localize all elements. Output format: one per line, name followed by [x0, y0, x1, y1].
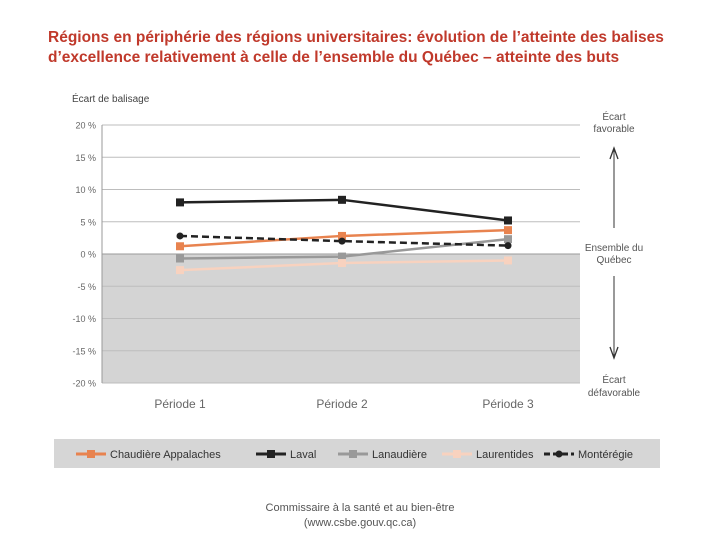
data-point	[504, 226, 512, 235]
y-tick-label: 5 %	[80, 217, 96, 227]
data-point	[338, 195, 346, 204]
annotation-favorable-line-1: Écart	[602, 110, 626, 123]
legend-label: Laurentides	[476, 449, 534, 461]
arrow-up-icon	[609, 146, 619, 160]
data-point	[176, 242, 184, 251]
annotation-quebec-line-1: Ensemble du	[585, 243, 643, 254]
arrow-down-icon	[609, 346, 619, 360]
data-point	[338, 252, 346, 261]
legend-label: Lanaudière	[372, 449, 427, 461]
annotation-favorable-line-2: favorable	[593, 124, 635, 135]
y-tick-label: -10 %	[72, 314, 96, 324]
legend-swatch-marker	[87, 450, 95, 458]
data-point	[504, 216, 512, 225]
y-tick-label: -15 %	[72, 346, 96, 356]
data-point	[338, 259, 346, 268]
data-point	[504, 242, 512, 250]
y-tick-label: 0 %	[80, 250, 96, 260]
data-point	[176, 198, 184, 207]
y-tick-label: 20 %	[75, 121, 96, 131]
footer-line-1: Commissaire à la santé et au bien-être	[265, 502, 455, 514]
data-point	[176, 254, 184, 263]
data-point	[504, 235, 512, 244]
data-point	[176, 232, 184, 240]
y-tick-label: 10 %	[75, 185, 96, 195]
legend-label: Chaudière Appalaches	[110, 449, 221, 461]
x-category-label: Période 1	[154, 397, 206, 411]
x-category-label: Période 3	[482, 397, 534, 411]
data-point	[338, 237, 346, 245]
legend-label: Laval	[290, 449, 316, 461]
annotation-quebec-line-2: Québec	[596, 255, 631, 266]
data-point	[176, 266, 184, 275]
line-chart: 20 % 15 % 10 % 5 % 0 % -5 % -10 % -15 % -20 % Éca…	[54, 92, 660, 468]
footer-line-2: (www.csbe.gouv.qc.ca)	[303, 517, 417, 529]
annotation-unfavorable-line-2: défavorable	[588, 388, 641, 399]
legend-label: Montérégie	[578, 449, 633, 461]
chart-title-line-2: d’excellence relativement à celle de l’e…	[48, 49, 620, 66]
y-axis-label: Écart de balisage	[72, 92, 150, 105]
y-tick-label: -20 %	[72, 379, 96, 389]
legend-swatch-marker	[555, 450, 563, 458]
legend-swatch-marker	[349, 450, 357, 458]
footer-credit: Commissaire à la santé et au bien-être (…	[0, 501, 720, 531]
chart-title: Régions en périphérie des régions univer…	[48, 28, 688, 68]
data-point	[338, 231, 346, 240]
annotation-unfavorable-line-1: Écart	[602, 373, 626, 386]
y-tick-label: -5 %	[77, 282, 96, 292]
legend-swatch-marker	[267, 450, 275, 458]
x-category-label: Période 2	[316, 397, 368, 411]
legend-swatch-marker	[453, 450, 461, 458]
y-tick-label: 15 %	[75, 153, 96, 163]
chart-title-line-1: Régions en périphérie des régions univer…	[48, 29, 664, 46]
data-point	[504, 256, 512, 265]
